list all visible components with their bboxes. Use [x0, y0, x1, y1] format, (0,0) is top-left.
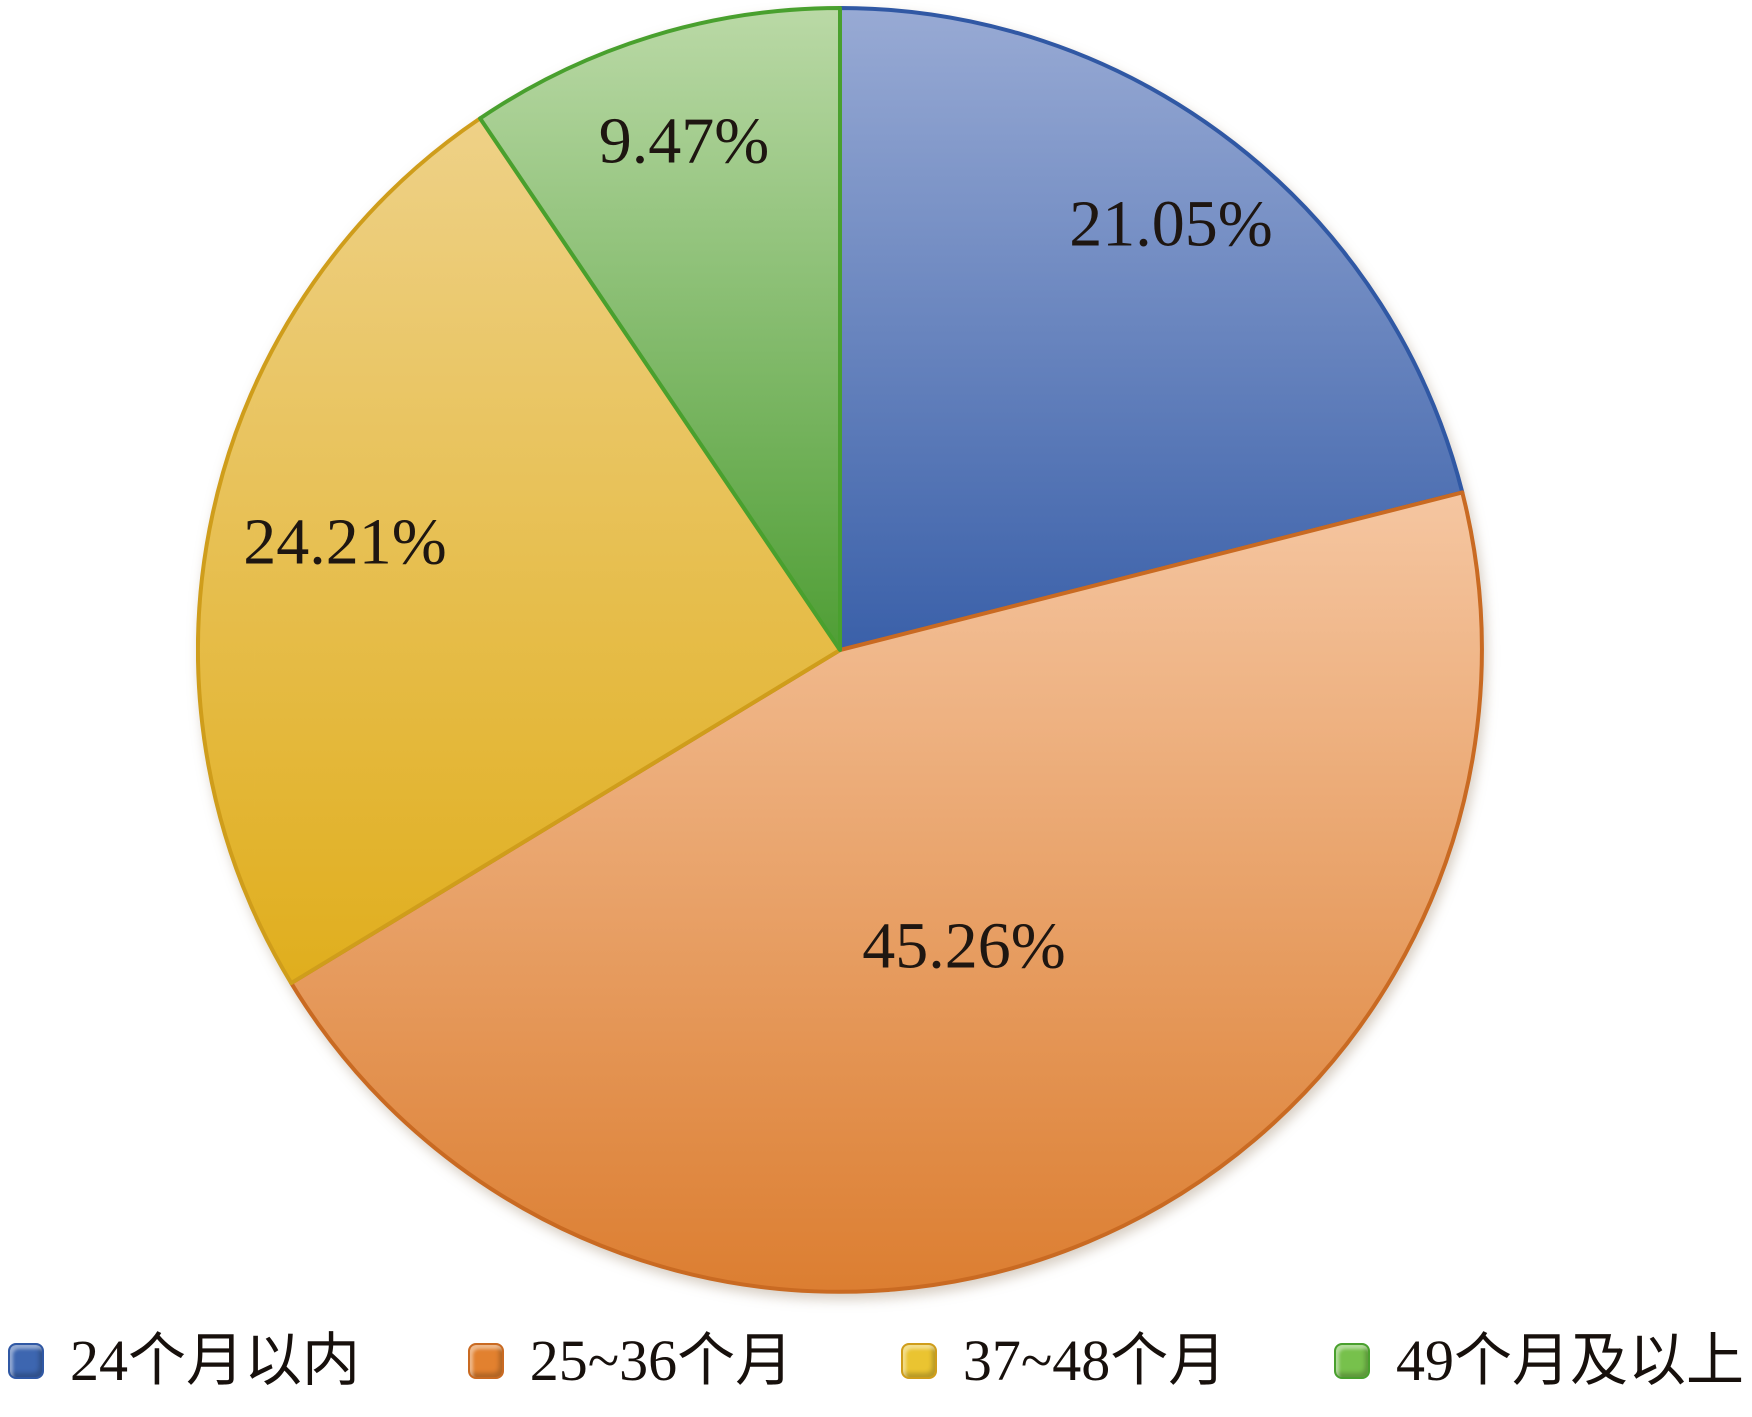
slice-value-label-2: 45.26% [862, 910, 1065, 983]
legend-item-1: 24个月以内 [8, 1332, 360, 1390]
slice-value-label-1: 21.05% [1069, 188, 1272, 261]
legend-swatch-2 [467, 1343, 504, 1379]
legend-item-2: 25~36个月 [467, 1328, 794, 1393]
legend-label-4: 49个月及以上 [1395, 1328, 1744, 1393]
pie-slice-2 [289, 490, 1484, 1294]
legend-label-3: 37~48个月 [962, 1328, 1227, 1393]
legend-item-3: 37~48个月 [900, 1328, 1227, 1393]
pie-slice-4 [478, 6, 842, 652]
pie-slice-1 [838, 6, 1465, 652]
legend-swatch-3 [900, 1343, 937, 1379]
legend-item-4: 49个月及以上 [1333, 1328, 1744, 1393]
legend-label-2: 25~36个月 [529, 1328, 794, 1393]
legend-label-1: 24个月以内 [70, 1328, 361, 1393]
legend-swatch-1 [8, 1343, 44, 1379]
slice-value-label-3: 24.21% [243, 506, 446, 579]
pie-slice-3 [196, 116, 842, 986]
slice-value-label-4: 9.47% [599, 105, 769, 178]
pie-chart: 21.05% 45.26% 24.21% 9.47% [196, 6, 1484, 1294]
chart-legend: 24个月以内 25~36个月 37~48个月 49个月及以上 [0, 1309, 1752, 1413]
legend-swatch-4 [1333, 1343, 1370, 1379]
